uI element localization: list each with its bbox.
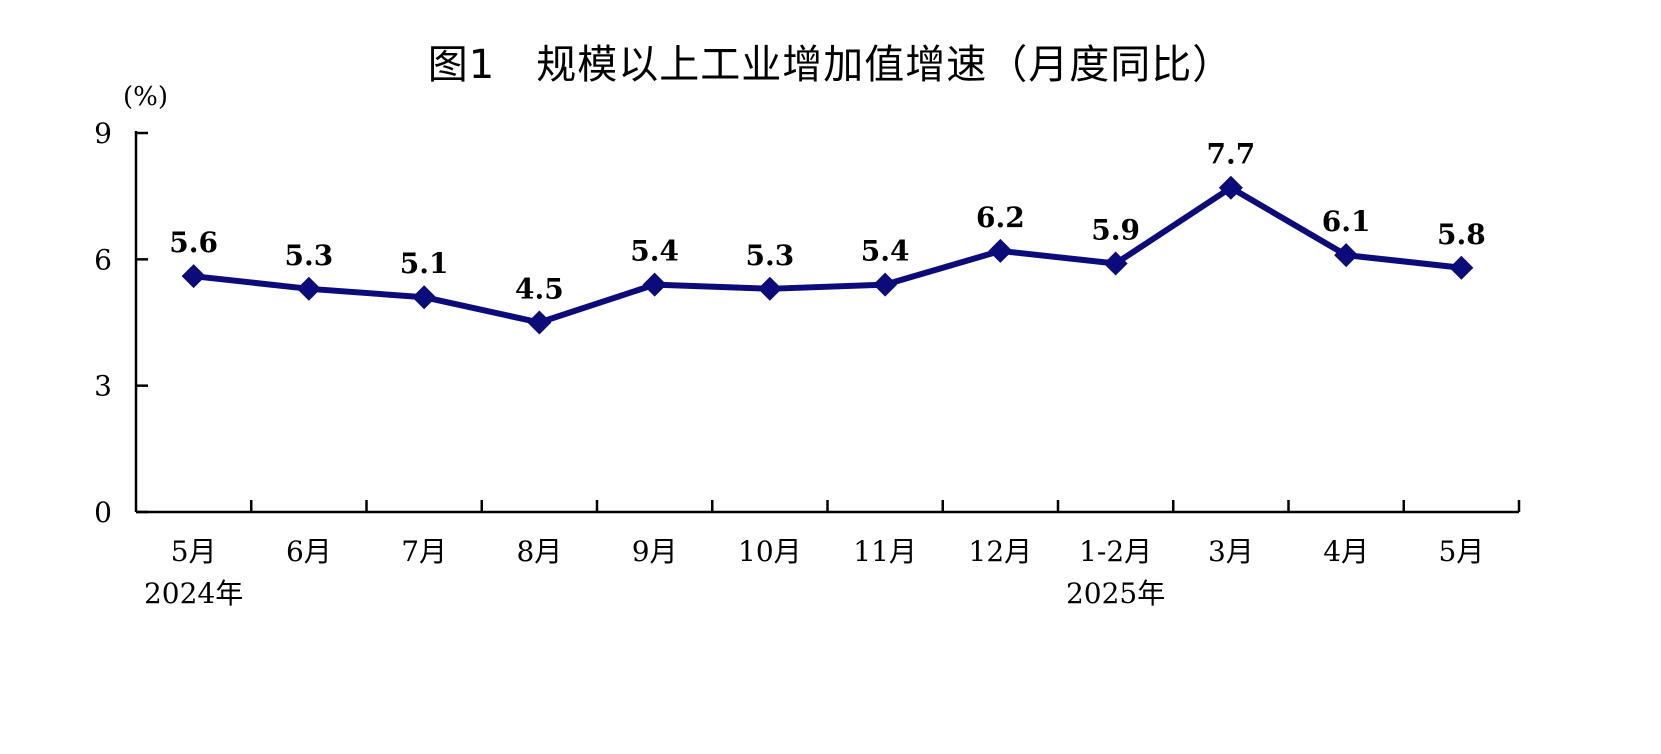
data-label: 5.4 bbox=[861, 235, 910, 268]
data-point-marker bbox=[873, 272, 898, 297]
data-point-marker bbox=[642, 272, 667, 297]
data-point-marker bbox=[757, 276, 782, 301]
y-tick-label: 3 bbox=[94, 370, 112, 403]
data-point-marker bbox=[1103, 251, 1128, 276]
x-tick-label: 1-2月 bbox=[1079, 535, 1152, 568]
x-tick-label: 4月 bbox=[1323, 535, 1369, 568]
data-point-marker bbox=[1449, 255, 1474, 280]
x-tick-label: 7月 bbox=[401, 535, 447, 568]
data-label: 7.7 bbox=[1207, 138, 1256, 171]
data-point-marker bbox=[1218, 175, 1243, 200]
axes: 0 3 6 9 5月 6月 7月 8月 9月 10月 11月 12月 1-2月 3月 4月 5月 2024年 20… bbox=[94, 117, 1521, 610]
data-label: 5.6 bbox=[169, 226, 218, 259]
data-point-marker bbox=[988, 238, 1013, 263]
data-point-marker bbox=[181, 264, 206, 289]
x-tick-label: 12月 bbox=[969, 535, 1033, 568]
x-tick-label: 5月 bbox=[1438, 535, 1484, 568]
data-point-marker bbox=[412, 285, 437, 310]
y-axis-unit-label: (%) bbox=[123, 82, 168, 112]
y-tick-label: 9 bbox=[94, 117, 112, 150]
x-tick-label: 9月 bbox=[632, 535, 678, 568]
chart-title: 图1 规模以上工业增加值增速（月度同比） bbox=[427, 42, 1234, 88]
x-year-label: 2024年 bbox=[144, 577, 243, 610]
x-tick-label: 3月 bbox=[1208, 535, 1254, 568]
data-label: 5.1 bbox=[400, 247, 449, 280]
x-tick-label: 6月 bbox=[286, 535, 332, 568]
data-label: 5.8 bbox=[1437, 218, 1486, 251]
x-tick-label: 5月 bbox=[171, 535, 217, 568]
y-tick-label: 6 bbox=[94, 243, 112, 276]
data-point-marker bbox=[296, 276, 321, 301]
series-group: 5.6 5.3 5.1 4.5 5.4 5.3 5.4 6.2 5.9 7.7 6.1 5.8 bbox=[169, 138, 1486, 335]
x-tick-label: 10月 bbox=[738, 535, 802, 568]
data-point-marker bbox=[1334, 243, 1359, 268]
series-line bbox=[193, 184, 1462, 326]
data-point-marker bbox=[527, 310, 552, 335]
data-label: 5.3 bbox=[285, 239, 334, 272]
x-tick-label: 11月 bbox=[853, 535, 917, 568]
data-label: 5.9 bbox=[1091, 214, 1140, 247]
x-tick-label: 8月 bbox=[516, 535, 562, 568]
data-label: 4.5 bbox=[515, 273, 564, 306]
y-tick-label: 0 bbox=[94, 496, 112, 529]
x-year-label: 2025年 bbox=[1066, 577, 1165, 610]
data-label: 5.3 bbox=[746, 239, 795, 272]
data-label: 6.2 bbox=[976, 201, 1025, 234]
data-label: 5.4 bbox=[630, 235, 679, 268]
data-label: 6.1 bbox=[1322, 205, 1371, 238]
